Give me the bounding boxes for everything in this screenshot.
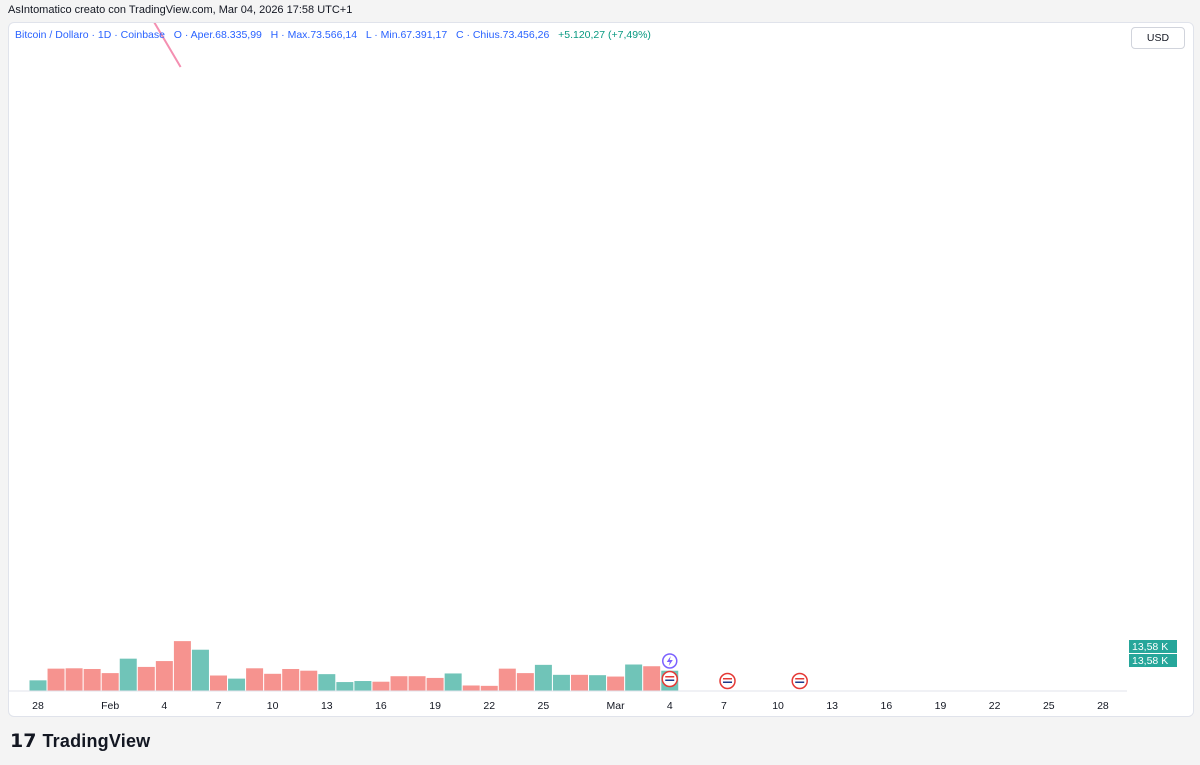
x-tick-label: 10 [267,700,279,712]
volume-bar [210,675,227,691]
x-tick-label: 7 [721,700,727,712]
volume-bar [372,681,390,691]
volume-label: 13,58 K [1132,641,1168,653]
currency-button[interactable]: USD [1131,27,1185,49]
x-tick-label: 4 [161,700,167,712]
volume-bar [65,668,83,691]
legend-low: L · Min.67.391,17 [365,29,448,41]
x-tick-label: 16 [375,700,387,712]
chart-panel[interactable]: SWING QUADRIENNALE INVERSOSWING Mensile … [8,22,1194,717]
pink-drawing-line [153,23,182,68]
us-flag-event-icon [661,670,678,688]
volume-bar [534,664,552,691]
flag-stripe [723,681,733,683]
volume-bar [390,676,408,691]
volume-bar [354,681,372,691]
volume-bar [643,666,661,691]
flag-stripe [723,678,733,680]
volume-bar [300,670,318,691]
volume-bar [589,675,607,691]
volume-bar [83,668,101,691]
x-tick-label: 16 [881,700,893,712]
volume-bar [462,685,480,691]
volume-bar [29,680,47,691]
x-tick-label: 13 [826,700,838,712]
x-tick-label: Feb [101,700,119,712]
volume-bar [155,661,173,691]
x-tick-label: 28 [32,700,44,712]
footer-brand: TradingView [42,730,151,751]
flag-stripe [665,676,675,678]
x-tick-label: 25 [538,700,550,712]
volume-bar [444,673,462,691]
lightning-glyph [666,656,673,666]
x-tick-label: 22 [989,700,1001,712]
volume-bar [47,668,65,691]
price-axis-bg [1127,23,1193,716]
x-tick-label: 19 [429,700,441,712]
chart-canvas[interactable]: SWING QUADRIENNALE INVERSOSWING Mensile … [9,23,1193,716]
price-axis: 56.000,0058.000,0060.000,0062.000,0064.0… [1127,23,1193,716]
x-tick-label: 22 [483,700,495,712]
legend-open: O · Aper.68.335,99 [173,29,262,41]
x-tick-label: 4 [667,700,673,712]
flag-stripe [665,679,675,681]
drawings [153,23,182,68]
header-credit: AsIntomatico creato con TradingView.com,… [8,4,353,16]
x-tick-label: Mar [607,700,626,712]
volume-bar [552,674,570,691]
time-axis: 28 Feb 4 7 10 13 16 19 22 25 Mar 4 7 10 13 16 19 22 25 28 [9,690,1127,712]
volume-bar [426,677,444,691]
x-tick-label: 10 [772,700,784,712]
volume-bar [282,668,300,691]
volume-bar [228,678,246,691]
x-tick-label: 28 [1097,700,1109,712]
volume-bar [516,673,534,691]
volume-bar [246,668,264,691]
volume-bar [571,674,588,691]
us-flag-event-icon [719,672,736,690]
legend-close: C · Chius.73.456,26 [455,29,550,41]
legend-change: +5.120,27 (+7,49%) [558,29,651,41]
volume-bar [173,641,191,691]
volume-bar [191,649,209,691]
volume-bar [101,673,119,691]
legend-symbol[interactable]: Bitcoin / Dollaro · 1D · Coinbase [15,29,165,41]
legend-high: H · Max.73.566,14 [270,29,358,41]
volume-bar [119,658,137,691]
volume-label: 13,58 K [1132,655,1168,667]
x-tick-label: 7 [216,700,222,712]
flag-stripe [795,678,805,680]
volume-bar [264,673,282,691]
x-tick-label: 19 [935,700,947,712]
annotations: ss/MMssrPos.prb MinvPunto di inversioneC… [661,653,808,690]
volume-label-bg [1129,640,1177,653]
volume-bar [480,685,498,691]
volume-bars [29,641,679,691]
volume-label-bg [1129,654,1177,667]
us-flag-event-icon [791,672,808,690]
volume-bar [318,674,336,691]
volume-bar [408,676,426,691]
tradingview-logo-icon: 17 [10,730,37,752]
volume-bar [607,676,625,691]
footer: 17 TradingView [10,728,150,754]
flag-stripe [795,681,805,683]
x-tick-label: 13 [321,700,333,712]
volume-bar [498,668,516,691]
volume-bar [336,682,354,691]
ohlc-legend: Bitcoin / Dollaro · 1D · Coinbase O · Ap… [15,29,651,41]
volume-bar [137,666,155,691]
x-tick-label: 25 [1043,700,1055,712]
volume-bar [625,664,643,691]
